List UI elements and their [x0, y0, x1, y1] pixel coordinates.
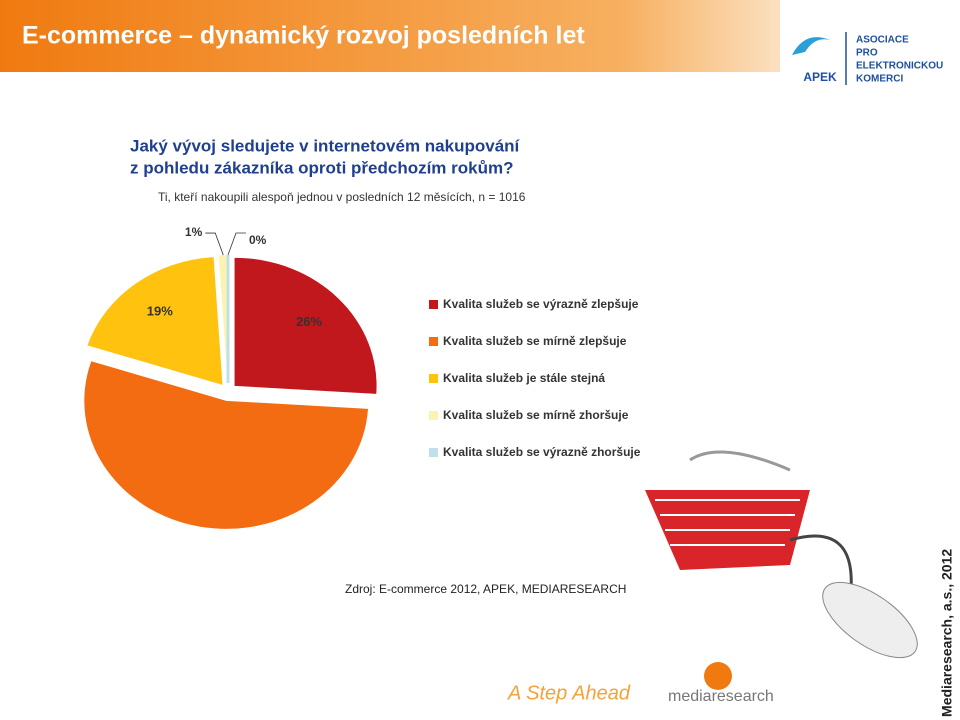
- data-label: 54%: [164, 543, 190, 558]
- legend-label: Kvalita služeb se výrazně zhoršuje: [443, 445, 641, 459]
- data-label: 1%: [185, 225, 203, 239]
- logo-mark: APEK: [803, 70, 837, 84]
- slogan: A Step Ahead: [507, 682, 631, 704]
- brand: mediaresearch: [668, 688, 774, 705]
- logo-line: KOMERCI: [856, 74, 903, 85]
- pie-slice: [84, 361, 369, 529]
- pie-slice: [218, 255, 228, 384]
- legend-swatch: [429, 374, 438, 383]
- legend-swatch: [429, 448, 438, 457]
- header-bar: [0, 0, 780, 72]
- pie-slice: [234, 257, 377, 394]
- copyright: © Mediaresearch, a.s., 2012: [939, 549, 955, 720]
- slide-title: E-commerce – dynamický rozvoj posledních…: [22, 22, 585, 50]
- brand-icon: [704, 662, 732, 690]
- chart-subtitle: Ti, kteří nakoupili alespoň jednou v pos…: [158, 190, 526, 204]
- logo-line: ASOCIACE: [856, 35, 909, 46]
- legend-swatch: [429, 300, 438, 309]
- logo-line: ELEKTRONICKOU: [856, 61, 943, 72]
- source: Zdroj: E-commerce 2012, APEK, MEDIARESEA…: [345, 582, 626, 596]
- chart-title: Jaký vývoj sledujete v internetovém naku…: [130, 136, 521, 155]
- logo-line: PRO: [856, 48, 878, 59]
- legend-label: Kvalita služeb se výrazně zlepšuje: [443, 297, 639, 311]
- data-label: 26%: [296, 314, 322, 329]
- leader-line: [205, 232, 224, 256]
- leader-line: [227, 232, 246, 256]
- basket-image: [645, 450, 918, 659]
- pie-slice: [87, 257, 223, 385]
- legend-label: Kvalita služeb se mírně zhoršuje: [443, 408, 629, 422]
- apek-logo: APEK ASOCIACE PRO ELEKTRONICKOU KOMERCI: [792, 32, 943, 85]
- legend-label: Kvalita služeb se mírně zlepšuje: [443, 334, 627, 348]
- legend-label: Kvalita služeb je stále stejná: [443, 371, 605, 385]
- legend-swatch: [429, 337, 438, 346]
- data-label: 19%: [147, 304, 173, 319]
- chart-title: z pohledu zákazníka oproti předchozím ro…: [130, 158, 514, 177]
- data-label: 0%: [249, 233, 267, 247]
- legend-swatch: [429, 411, 438, 420]
